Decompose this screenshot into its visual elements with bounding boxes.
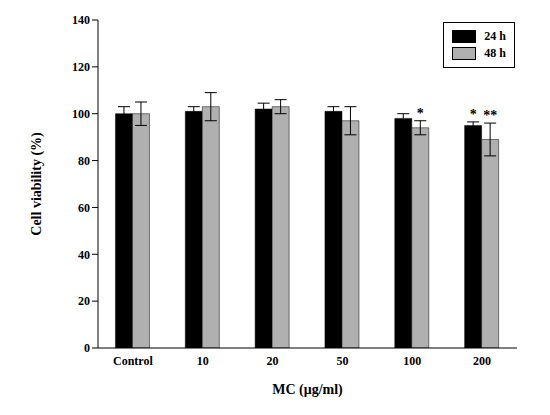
svg-text:100: 100 xyxy=(72,107,90,121)
svg-text:MC (μg/ml): MC (μg/ml) xyxy=(272,382,343,398)
svg-text:100: 100 xyxy=(403,354,421,368)
svg-text:**: ** xyxy=(483,108,497,123)
html-text:48 h: 48 h xyxy=(484,46,506,60)
svg-text:*: * xyxy=(470,107,477,122)
svg-text:40: 40 xyxy=(78,248,90,262)
svg-text:140: 140 xyxy=(72,13,90,27)
svg-text:50: 50 xyxy=(336,354,348,368)
svg-text:20: 20 xyxy=(267,354,279,368)
svg-text:0: 0 xyxy=(84,341,90,355)
svg-text:80: 80 xyxy=(78,154,90,168)
svg-text:*: * xyxy=(417,106,424,121)
svg-text:120: 120 xyxy=(72,60,90,74)
svg-text:60: 60 xyxy=(78,201,90,215)
svg-text:20: 20 xyxy=(78,294,90,308)
svg-text:200: 200 xyxy=(473,354,491,368)
html-text:24 h: 24 h xyxy=(484,29,506,43)
svg-text:10: 10 xyxy=(197,354,209,368)
svg-text:Cell viability (%): Cell viability (%) xyxy=(29,132,45,236)
svg-text:Control: Control xyxy=(113,354,153,368)
